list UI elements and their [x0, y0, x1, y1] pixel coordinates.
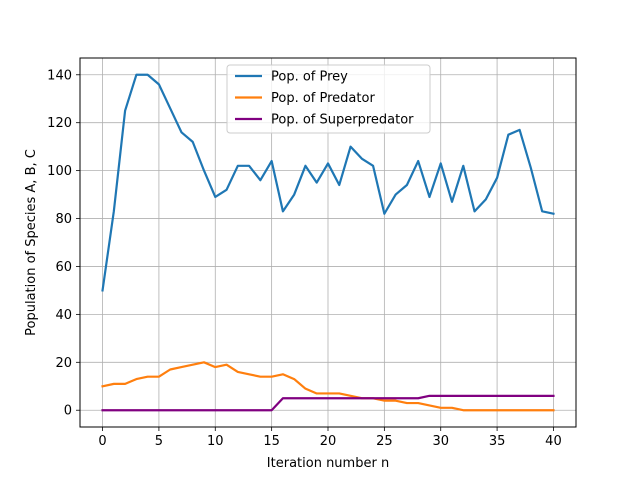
series-line-1: [101, 361, 555, 412]
x-axis-ticks: 0 5 10 15 20 25 30 35 40: [98, 427, 562, 449]
y-tick-label: 40: [55, 308, 72, 323]
y-tick-label: 20: [55, 356, 72, 371]
series-lines: [101, 73, 555, 412]
x-axis-label: Iteration number n: [267, 456, 389, 471]
x-tick-label: 15: [263, 434, 280, 449]
legend-label: Pop. of Superpredator: [271, 113, 414, 128]
x-tick-label: 0: [98, 434, 106, 449]
series-line-2: [101, 394, 555, 412]
y-tick-label: 0: [64, 404, 72, 419]
y-tick-label: 100: [47, 164, 72, 179]
y-tick-label: 80: [55, 212, 72, 227]
y-axis-ticks: 0 20 40 60 80 100 120 140: [47, 68, 80, 419]
y-tick-label: 120: [47, 116, 72, 131]
x-tick-label: 35: [489, 434, 506, 449]
x-tick-label: 30: [432, 434, 449, 449]
x-tick-label: 40: [545, 434, 562, 449]
legend: Pop. of Prey Pop. of Predator Pop. of Supe…: [226, 64, 431, 134]
x-tick-label: 5: [155, 434, 163, 449]
legend-label: Pop. of Predator: [271, 91, 375, 106]
x-tick-label: 10: [207, 434, 224, 449]
legend-label: Pop. of Prey: [271, 70, 348, 85]
x-tick-label: 20: [320, 434, 337, 449]
y-tick-label: 60: [55, 260, 72, 275]
series-line-0: [101, 73, 555, 292]
y-axis-label: Population of Species A, B, C: [24, 149, 39, 336]
y-tick-label: 140: [47, 68, 72, 83]
x-tick-label: 25: [376, 434, 393, 449]
legend-box: [226, 64, 431, 134]
